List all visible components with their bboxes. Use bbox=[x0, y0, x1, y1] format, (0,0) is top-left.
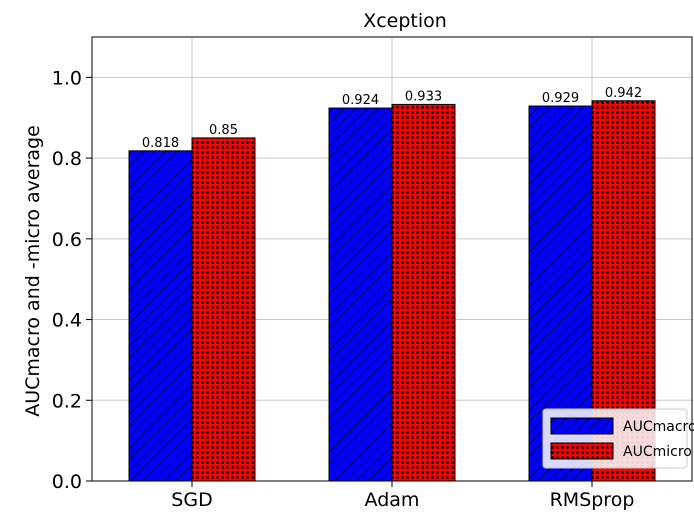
legend-swatch-aucmicro bbox=[550, 442, 614, 460]
y-tick-label: 0.4 bbox=[52, 310, 82, 332]
y-tick-label: 0.0 bbox=[52, 471, 82, 493]
bar-aucmicro-sgd bbox=[191, 137, 256, 482]
bar-aucmicro-adam bbox=[391, 103, 456, 482]
data-label: 0.818 bbox=[142, 136, 179, 151]
bar-aucmacro-adam bbox=[328, 107, 393, 482]
data-label: 0.933 bbox=[405, 89, 442, 104]
legend: AUCmacro AUCmicro bbox=[542, 408, 694, 469]
y-tick-label: 0.8 bbox=[52, 148, 82, 170]
x-axis-ticks: SGD Adam RMSprop bbox=[171, 481, 634, 511]
legend-swatch-aucmacro bbox=[550, 417, 614, 435]
y-axis-label: AUCmacro and -micro average bbox=[22, 125, 44, 417]
x-tick-label: SGD bbox=[171, 489, 212, 511]
x-tick-label: Adam bbox=[365, 489, 420, 511]
y-tick-label: 0.2 bbox=[52, 390, 82, 412]
x-tick-label: RMSprop bbox=[550, 489, 635, 511]
chart-title: Xception bbox=[363, 10, 447, 32]
y-tick-label: 0.6 bbox=[52, 229, 82, 251]
bar-aucmacro-sgd bbox=[128, 150, 193, 482]
y-axis-ticks: 0.0 0.2 0.4 0.6 0.8 1.0 bbox=[52, 67, 92, 493]
data-labels: 0.818 0.924 0.929 0.85 0.933 0.942 bbox=[142, 86, 642, 151]
y-tick-label: 1.0 bbox=[52, 67, 82, 89]
data-label: 0.942 bbox=[605, 86, 642, 101]
data-label: 0.85 bbox=[209, 123, 238, 138]
legend-label-aucmicro: AUCmicro bbox=[623, 444, 692, 460]
data-label: 0.924 bbox=[342, 93, 379, 108]
data-label: 0.929 bbox=[542, 91, 579, 106]
legend-label-aucmacro: AUCmacro bbox=[623, 419, 694, 435]
